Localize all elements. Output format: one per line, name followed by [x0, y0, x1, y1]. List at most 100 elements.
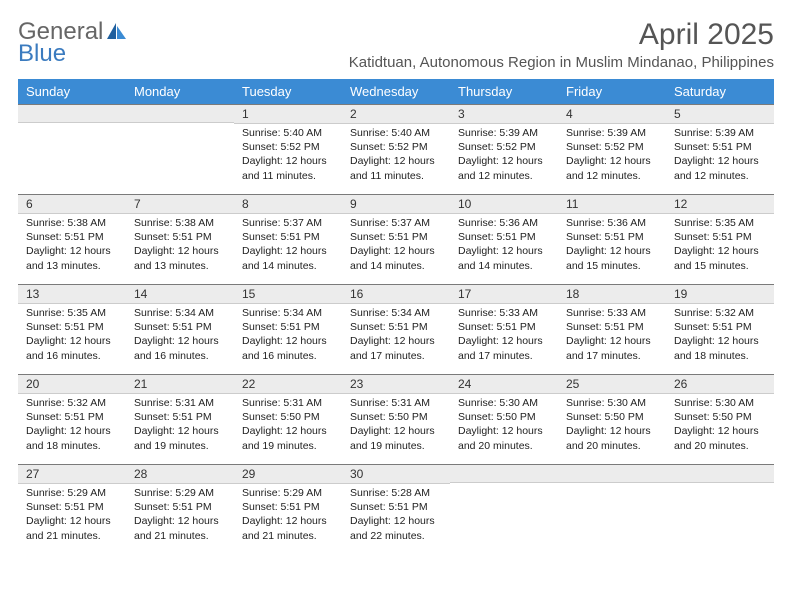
daylight-text: Daylight: 12 hours and 18 minutes. — [26, 424, 118, 452]
sunrise-text: Sunrise: 5:39 AM — [674, 126, 766, 140]
calendar-day-cell: 24Sunrise: 5:30 AMSunset: 5:50 PMDayligh… — [450, 374, 558, 464]
sunrise-text: Sunrise: 5:39 AM — [458, 126, 550, 140]
sunrise-text: Sunrise: 5:35 AM — [674, 216, 766, 230]
day-details: Sunrise: 5:34 AMSunset: 5:51 PMDaylight:… — [234, 304, 342, 369]
sunset-text: Sunset: 5:51 PM — [350, 320, 442, 334]
day-details: Sunrise: 5:29 AMSunset: 5:51 PMDaylight:… — [18, 484, 126, 549]
day-number-empty — [558, 464, 666, 483]
day-details: Sunrise: 5:39 AMSunset: 5:52 PMDaylight:… — [558, 124, 666, 189]
daylight-text: Daylight: 12 hours and 13 minutes. — [26, 244, 118, 272]
calendar-day-cell: 25Sunrise: 5:30 AMSunset: 5:50 PMDayligh… — [558, 374, 666, 464]
day-number: 22 — [234, 374, 342, 394]
calendar-day-cell — [126, 104, 234, 194]
sunrise-text: Sunrise: 5:33 AM — [458, 306, 550, 320]
calendar-day-cell: 29Sunrise: 5:29 AMSunset: 5:51 PMDayligh… — [234, 464, 342, 554]
sunset-text: Sunset: 5:52 PM — [458, 140, 550, 154]
daylight-text: Daylight: 12 hours and 17 minutes. — [458, 334, 550, 362]
sunset-text: Sunset: 5:51 PM — [458, 230, 550, 244]
day-details: Sunrise: 5:36 AMSunset: 5:51 PMDaylight:… — [450, 214, 558, 279]
weekday-header: Tuesday — [234, 79, 342, 104]
day-details: Sunrise: 5:30 AMSunset: 5:50 PMDaylight:… — [450, 394, 558, 459]
weekday-header: Wednesday — [342, 79, 450, 104]
calendar-day-cell: 16Sunrise: 5:34 AMSunset: 5:51 PMDayligh… — [342, 284, 450, 374]
calendar-week-row: 1Sunrise: 5:40 AMSunset: 5:52 PMDaylight… — [18, 104, 774, 194]
sunrise-text: Sunrise: 5:29 AM — [242, 486, 334, 500]
calendar-week-row: 27Sunrise: 5:29 AMSunset: 5:51 PMDayligh… — [18, 464, 774, 554]
sunrise-text: Sunrise: 5:33 AM — [566, 306, 658, 320]
sunset-text: Sunset: 5:51 PM — [26, 500, 118, 514]
daylight-text: Daylight: 12 hours and 22 minutes. — [350, 514, 442, 542]
daylight-text: Daylight: 12 hours and 17 minutes. — [350, 334, 442, 362]
sunrise-text: Sunrise: 5:32 AM — [674, 306, 766, 320]
sunset-text: Sunset: 5:51 PM — [134, 320, 226, 334]
daylight-text: Daylight: 12 hours and 15 minutes. — [566, 244, 658, 272]
calendar-day-cell: 19 Sunrise: 5:32 AMSunset: 5:51 PMDayligh… — [666, 284, 774, 374]
sunset-text: Sunset: 5:52 PM — [242, 140, 334, 154]
sunset-text: Sunset: 5:51 PM — [674, 320, 766, 334]
day-number: 8 — [234, 194, 342, 214]
day-number: 7 — [126, 194, 234, 214]
calendar-day-cell: 2Sunrise: 5:40 AMSunset: 5:52 PMDaylight… — [342, 104, 450, 194]
day-number: 13 — [18, 284, 126, 304]
calendar-day-cell: 26Sunrise: 5:30 AMSunset: 5:50 PMDayligh… — [666, 374, 774, 464]
daylight-text: Daylight: 12 hours and 20 minutes. — [458, 424, 550, 452]
calendar-day-cell: 21Sunrise: 5:31 AMSunset: 5:51 PMDayligh… — [126, 374, 234, 464]
sunset-text: Sunset: 5:50 PM — [566, 410, 658, 424]
day-number: 14 — [126, 284, 234, 304]
daylight-text: Daylight: 12 hours and 11 minutes. — [350, 154, 442, 182]
sunrise-text: Sunrise: 5:38 AM — [26, 216, 118, 230]
calendar-day-cell: 12Sunrise: 5:35 AMSunset: 5:51 PMDayligh… — [666, 194, 774, 284]
daylight-text: Daylight: 12 hours and 12 minutes. — [458, 154, 550, 182]
day-details: Sunrise: 5:40 AMSunset: 5:52 PMDaylight:… — [234, 124, 342, 189]
sunrise-text: Sunrise: 5:30 AM — [674, 396, 766, 410]
day-number: 9 — [342, 194, 450, 214]
sunrise-text: Sunrise: 5:31 AM — [134, 396, 226, 410]
calendar-day-cell: 30Sunrise: 5:28 AMSunset: 5:51 PMDayligh… — [342, 464, 450, 554]
day-details: Sunrise: 5:31 AMSunset: 5:50 PMDaylight:… — [342, 394, 450, 459]
day-details: Sunrise: 5:33 AMSunset: 5:51 PMDaylight:… — [450, 304, 558, 369]
daylight-text: Daylight: 12 hours and 21 minutes. — [242, 514, 334, 542]
sunrise-text: Sunrise: 5:31 AM — [350, 396, 442, 410]
day-number: 12 — [666, 194, 774, 214]
day-number: 6 — [18, 194, 126, 214]
sunrise-text: Sunrise: 5:31 AM — [242, 396, 334, 410]
sunset-text: Sunset: 5:51 PM — [674, 140, 766, 154]
sunrise-text: Sunrise: 5:28 AM — [350, 486, 442, 500]
calendar-day-cell: 14Sunrise: 5:34 AMSunset: 5:51 PMDayligh… — [126, 284, 234, 374]
day-details: Sunrise: 5:30 AMSunset: 5:50 PMDaylight:… — [558, 394, 666, 459]
calendar-day-cell: 3Sunrise: 5:39 AMSunset: 5:52 PMDaylight… — [450, 104, 558, 194]
sunset-text: Sunset: 5:51 PM — [242, 230, 334, 244]
day-details: Sunrise: 5:35 AMSunset: 5:51 PMDaylight:… — [666, 214, 774, 279]
day-number: 16 — [342, 284, 450, 304]
sunrise-text: Sunrise: 5:29 AM — [26, 486, 118, 500]
day-details: Sunrise: 5:40 AMSunset: 5:52 PMDaylight:… — [342, 124, 450, 189]
sunset-text: Sunset: 5:51 PM — [674, 230, 766, 244]
sunset-text: Sunset: 5:51 PM — [566, 230, 658, 244]
day-number: 4 — [558, 104, 666, 124]
daylight-text: Daylight: 12 hours and 17 minutes. — [566, 334, 658, 362]
daylight-text: Daylight: 12 hours and 13 minutes. — [134, 244, 226, 272]
daylight-text: Daylight: 12 hours and 21 minutes. — [26, 514, 118, 542]
sunset-text: Sunset: 5:50 PM — [350, 410, 442, 424]
daylight-text: Daylight: 12 hours and 18 minutes. — [674, 334, 766, 362]
day-number: 11 — [558, 194, 666, 214]
day-number-empty — [18, 104, 126, 123]
day-number: 10 — [450, 194, 558, 214]
sunset-text: Sunset: 5:51 PM — [458, 320, 550, 334]
day-number: 29 — [234, 464, 342, 484]
sunrise-text: Sunrise: 5:37 AM — [350, 216, 442, 230]
daylight-text: Daylight: 12 hours and 11 minutes. — [242, 154, 334, 182]
day-number: 20 — [18, 374, 126, 394]
calendar-day-cell: 27Sunrise: 5:29 AMSunset: 5:51 PMDayligh… — [18, 464, 126, 554]
weekday-header-row: Sunday Monday Tuesday Wednesday Thursday… — [18, 79, 774, 104]
calendar-day-cell — [666, 464, 774, 554]
day-details: Sunrise: 5:30 AMSunset: 5:50 PMDaylight:… — [666, 394, 774, 459]
daylight-text: Daylight: 12 hours and 16 minutes. — [26, 334, 118, 362]
daylight-text: Daylight: 12 hours and 12 minutes. — [674, 154, 766, 182]
day-details: Sunrise: 5:34 AMSunset: 5:51 PMDaylight:… — [126, 304, 234, 369]
day-details: Sunrise: 5:31 AMSunset: 5:50 PMDaylight:… — [234, 394, 342, 459]
day-number-empty — [126, 104, 234, 123]
day-number: 19 — [666, 284, 774, 304]
sunrise-text: Sunrise: 5:38 AM — [134, 216, 226, 230]
calendar-week-row: 13Sunrise: 5:35 AMSunset: 5:51 PMDayligh… — [18, 284, 774, 374]
